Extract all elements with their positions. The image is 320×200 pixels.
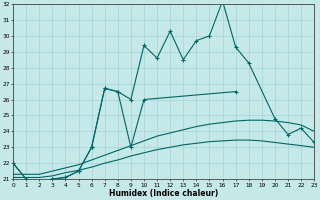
X-axis label: Humidex (Indice chaleur): Humidex (Indice chaleur) [109, 189, 218, 198]
